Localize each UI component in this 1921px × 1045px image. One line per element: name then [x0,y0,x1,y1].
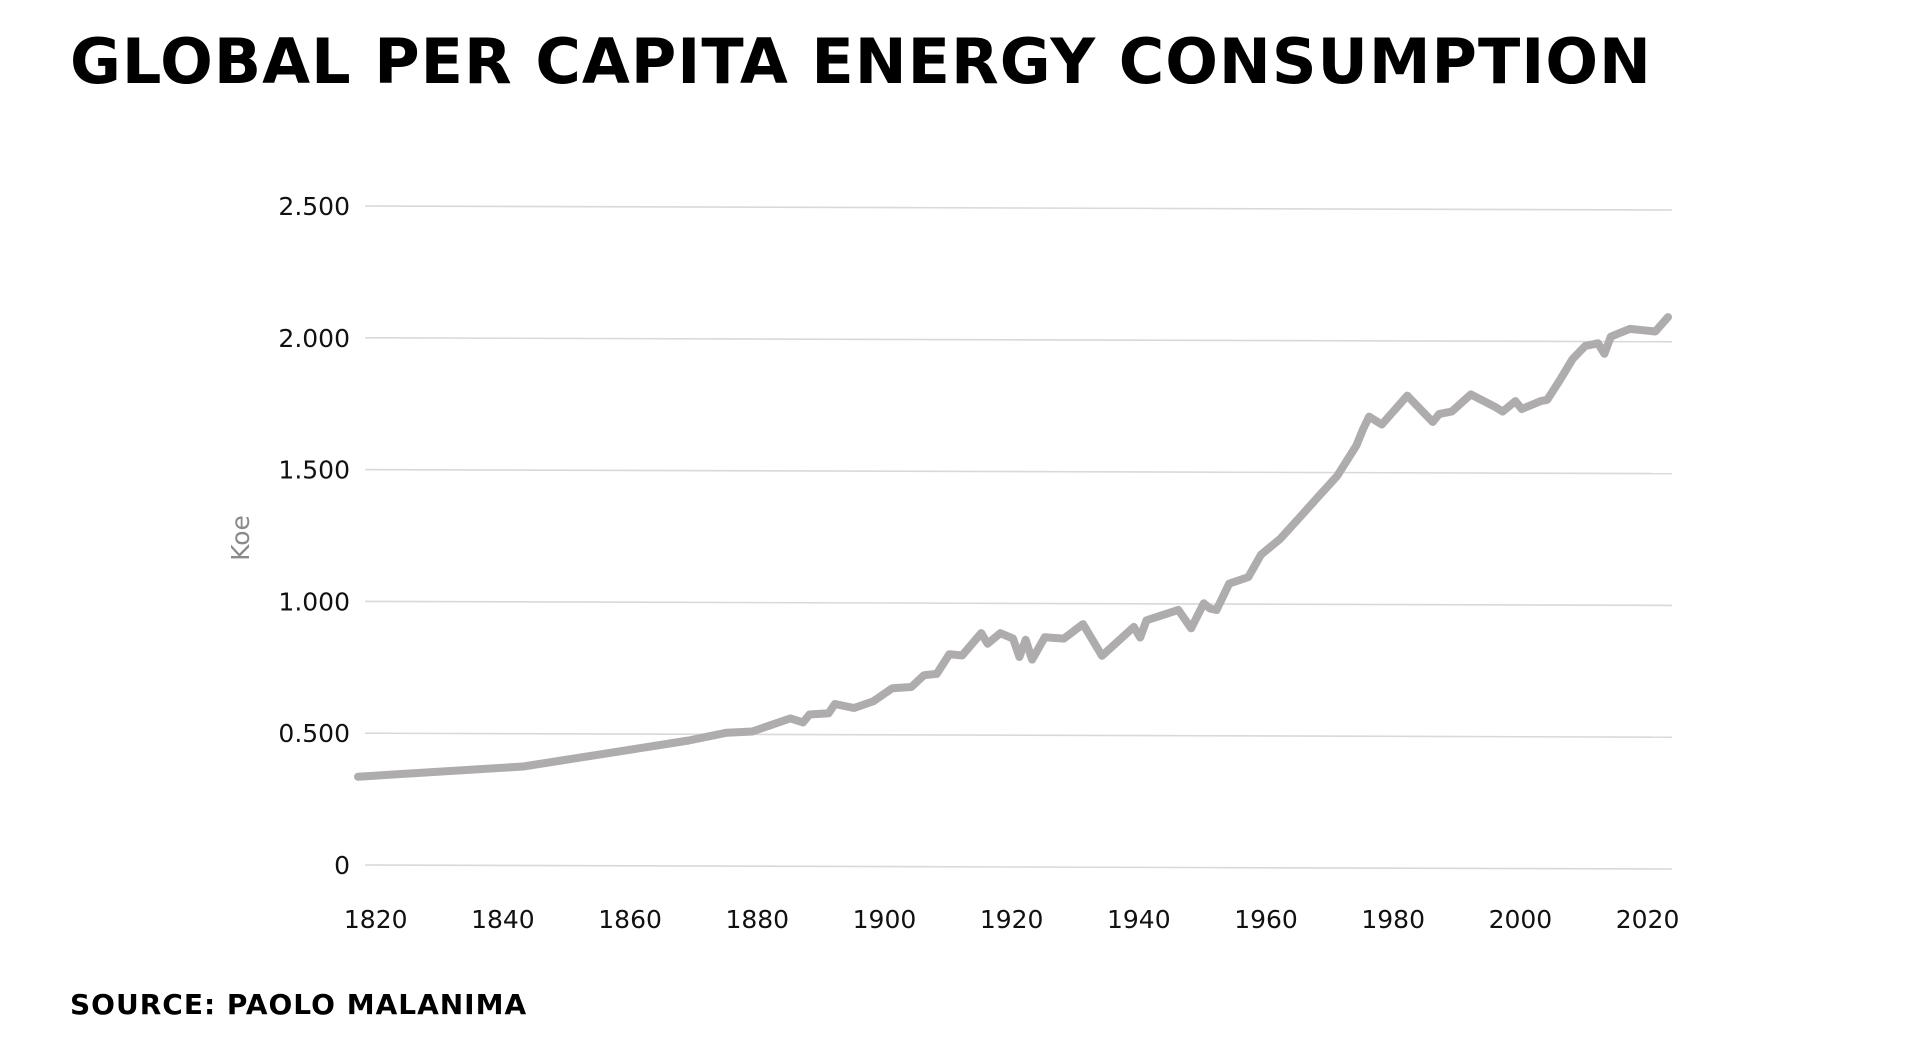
y-tick-label: 1.500 [278,456,350,485]
y-tick-label: 2.000 [278,324,350,353]
x-axis-ticks: 1820 1840 1860 1880 1900 1920 1940 1960 1980 2000… [344,905,1679,934]
gridline [364,205,1673,211]
x-tick-label: 1980 [1361,905,1425,934]
gridline [364,600,1673,607]
y-axis-title: Koe [226,515,255,561]
x-tick-label: 1960 [1234,905,1298,934]
gridline [364,864,1673,870]
x-tick-label: 1880 [725,905,789,934]
chart-title: GLOBAL PER CAPITA ENERGY CONSUMPTION [70,25,1652,98]
gridline [364,468,1673,475]
source-note: SOURCE: PAOLO MALANIMA [70,988,528,1021]
x-tick-label: 2000 [1489,905,1553,934]
y-axis-ticks: 0 0.500 1.000 1.500 2.000 2.500 [278,192,350,880]
x-tick-label: 1840 [471,905,535,934]
x-tick-label: 1920 [980,905,1044,934]
y-tick-label: 2.500 [278,192,350,221]
x-tick-label: 1820 [344,905,408,934]
gridline [364,336,1673,343]
x-tick-label: 2020 [1616,905,1680,934]
gridlines [364,205,1673,870]
y-tick-label: 0 [334,851,350,880]
x-tick-label: 1940 [1107,905,1171,934]
y-tick-label: 1.000 [278,587,350,616]
x-tick-label: 1900 [853,905,917,934]
gridline [364,732,1673,739]
series-line [354,313,1672,781]
y-tick-label: 0.500 [278,719,350,748]
x-tick-label: 1860 [598,905,662,934]
series [354,313,1672,781]
